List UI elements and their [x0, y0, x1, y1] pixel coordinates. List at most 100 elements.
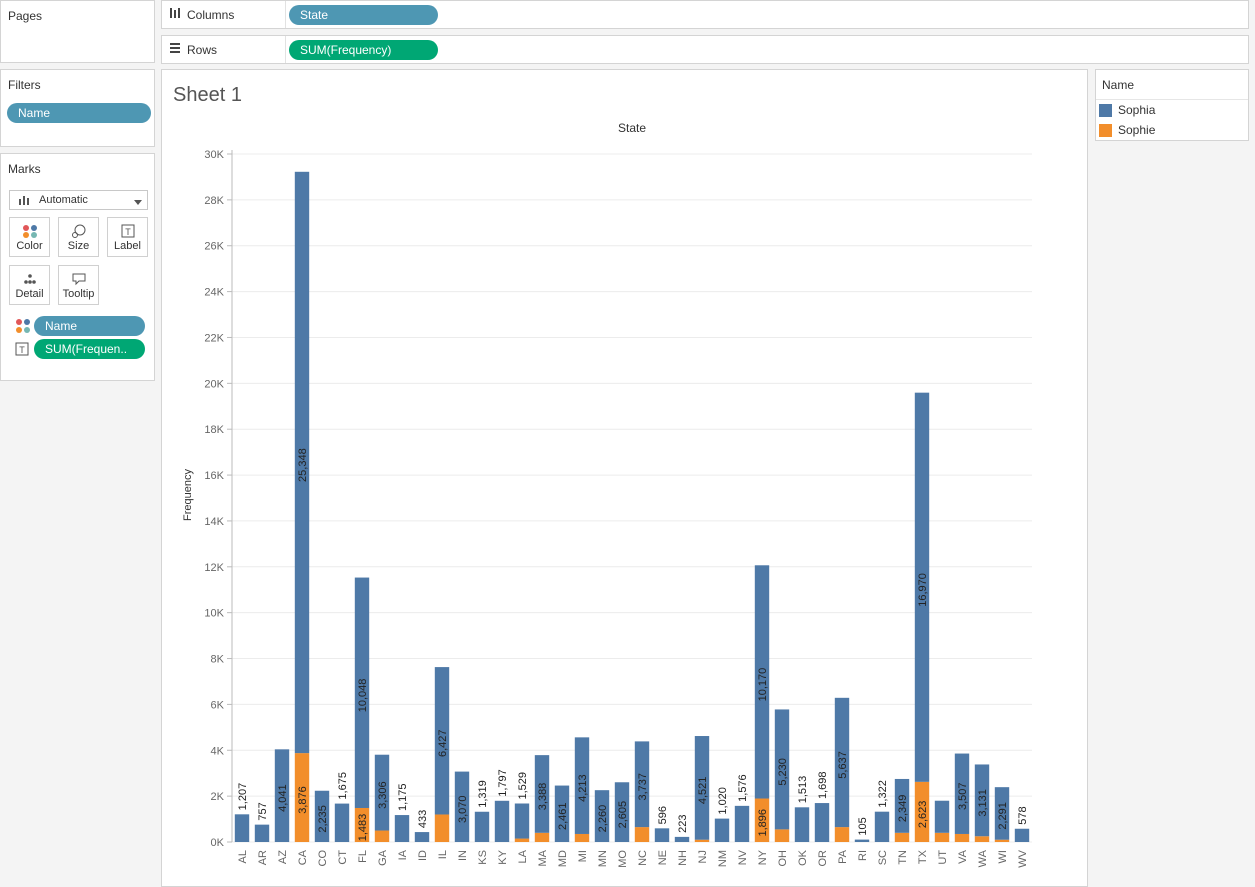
x-tick-label: NV	[737, 849, 749, 865]
bar-in-sophia	[454, 771, 470, 842]
x-tick-label: CT	[337, 850, 349, 865]
x-tick-label: OR	[817, 850, 829, 867]
y-tick-label: 6K	[211, 699, 225, 711]
bar-wi-sophia	[994, 787, 1010, 840]
bar-nh-sophia	[674, 836, 690, 842]
mark-type-label: Automatic	[39, 194, 88, 206]
columns-shelf[interactable]: Columns State	[161, 0, 1249, 29]
x-tick-label: WA	[977, 849, 989, 867]
bar-ri-sophia	[854, 839, 870, 842]
x-tick-label: AR	[257, 850, 269, 865]
x-tick-label: IN	[457, 850, 469, 861]
x-tick-label: TN	[897, 850, 909, 865]
x-tick-label: SC	[877, 850, 889, 865]
data-label-sophia: 2,260	[597, 805, 609, 833]
bar-al-sophia	[234, 814, 250, 842]
svg-text:T: T	[19, 345, 25, 355]
bar-il-sophie	[434, 814, 450, 842]
x-tick-label: WV	[1017, 849, 1029, 867]
bar-tn-sophie	[894, 832, 910, 842]
tooltip-button[interactable]: Tooltip	[58, 265, 99, 305]
bar-nj-sophie	[694, 839, 710, 842]
legend-item-sophia[interactable]: Sophia	[1099, 103, 1155, 117]
bar-ma-sophia	[534, 755, 550, 833]
data-label-sophia: 578	[1017, 806, 1029, 824]
bar-ks-sophia	[474, 811, 490, 842]
bar-ca-sophie	[294, 753, 310, 842]
rows-icon	[169, 42, 181, 57]
data-label-sophia: 16,970	[917, 573, 929, 607]
pages-title: Pages	[8, 9, 43, 23]
bar-la-sophia	[514, 803, 530, 839]
mark-type-dropdown[interactable]: Automatic	[9, 190, 148, 210]
data-label-sophia: 4,213	[577, 774, 589, 802]
x-tick-label: WI	[997, 850, 1009, 863]
data-label-sophia: 2,349	[897, 795, 909, 823]
x-tick-label: CA	[297, 849, 309, 865]
x-tick-label: GA	[377, 849, 389, 866]
x-tick-label: CO	[317, 850, 329, 867]
marks-pill-frequency[interactable]: SUM(Frequen..	[34, 339, 145, 359]
x-tick-label: MA	[537, 849, 549, 866]
y-tick-label: 20K	[204, 378, 224, 390]
pages-shelf[interactable]: Pages	[0, 0, 155, 63]
columns-pill-state[interactable]: State	[289, 5, 438, 25]
data-label-sophia: 2,461	[557, 802, 569, 830]
data-label-sophia: 4,521	[697, 777, 709, 805]
y-tick-label: 16K	[204, 470, 224, 482]
detail-button[interactable]: Detail	[9, 265, 50, 305]
data-label-sophia: 1,576	[737, 774, 749, 802]
bar-il-sophia	[434, 667, 450, 815]
data-label-sophia: 3,131	[977, 789, 989, 817]
x-tick-label: KS	[477, 850, 489, 865]
bar-ny-sophia	[754, 565, 770, 799]
x-tick-label: NH	[677, 850, 689, 866]
data-label-sophia: 596	[657, 806, 669, 824]
legend-card: Name Sophia Sophie	[1095, 69, 1249, 141]
x-tick-label: IL	[437, 850, 449, 859]
color-dots-icon	[15, 318, 31, 337]
y-tick-label: 4K	[211, 745, 225, 757]
marks-card: Marks Automatic Color Size T Label Detai…	[0, 153, 155, 381]
columns-icon	[169, 7, 181, 22]
bar-az-sophia	[274, 749, 290, 842]
color-button[interactable]: Color	[9, 217, 50, 257]
bar-la-sophie	[514, 838, 530, 842]
data-label-sophia: 1,322	[877, 780, 889, 808]
x-tick-label: IA	[397, 849, 409, 860]
bar-pa-sophia	[834, 697, 850, 828]
rows-shelf[interactable]: Rows SUM(Frequency)	[161, 35, 1249, 64]
data-label-sophia: 25,348	[297, 448, 309, 482]
bar-ok-sophia	[794, 807, 810, 842]
bar-wi-sophie	[994, 839, 1010, 842]
marks-title: Marks	[8, 162, 41, 176]
bar-ca-sophia	[294, 171, 310, 754]
bar-id-sophia	[414, 832, 430, 842]
size-button[interactable]: Size	[58, 217, 99, 257]
data-label-sophia: 3,737	[637, 773, 649, 801]
x-tick-label: FL	[357, 850, 369, 863]
marks-pill-name[interactable]: Name	[34, 316, 145, 336]
bar-nj-sophia	[694, 736, 710, 840]
bar-mn-sophia	[594, 790, 610, 842]
label-mark-icon: T	[15, 342, 29, 359]
rows-label: Rows	[187, 42, 218, 57]
legend-separator	[1096, 99, 1248, 100]
data-label-sophia: 1,698	[817, 772, 829, 800]
label-button[interactable]: T Label	[107, 217, 148, 257]
bar-wv-sophia	[1014, 828, 1030, 842]
data-label-sophia: 2,235	[317, 805, 329, 833]
bar-sc-sophia	[874, 811, 890, 842]
x-tick-label: OH	[777, 850, 789, 867]
legend-item-sophie[interactable]: Sophie	[1099, 123, 1155, 137]
chart-title: State	[618, 121, 646, 135]
columns-header: Columns	[169, 1, 234, 28]
rows-pill-frequency[interactable]: SUM(Frequency)	[289, 40, 438, 60]
filters-shelf[interactable]: Filters Name	[0, 69, 155, 147]
data-label-sophia: 3,507	[957, 782, 969, 810]
x-tick-label: KY	[497, 849, 509, 864]
data-label-sophia: 433	[417, 810, 429, 828]
data-label-sophia: 4,041	[277, 784, 289, 812]
bar-tx-sophie	[914, 781, 930, 842]
filter-pill-name[interactable]: Name	[7, 103, 151, 123]
